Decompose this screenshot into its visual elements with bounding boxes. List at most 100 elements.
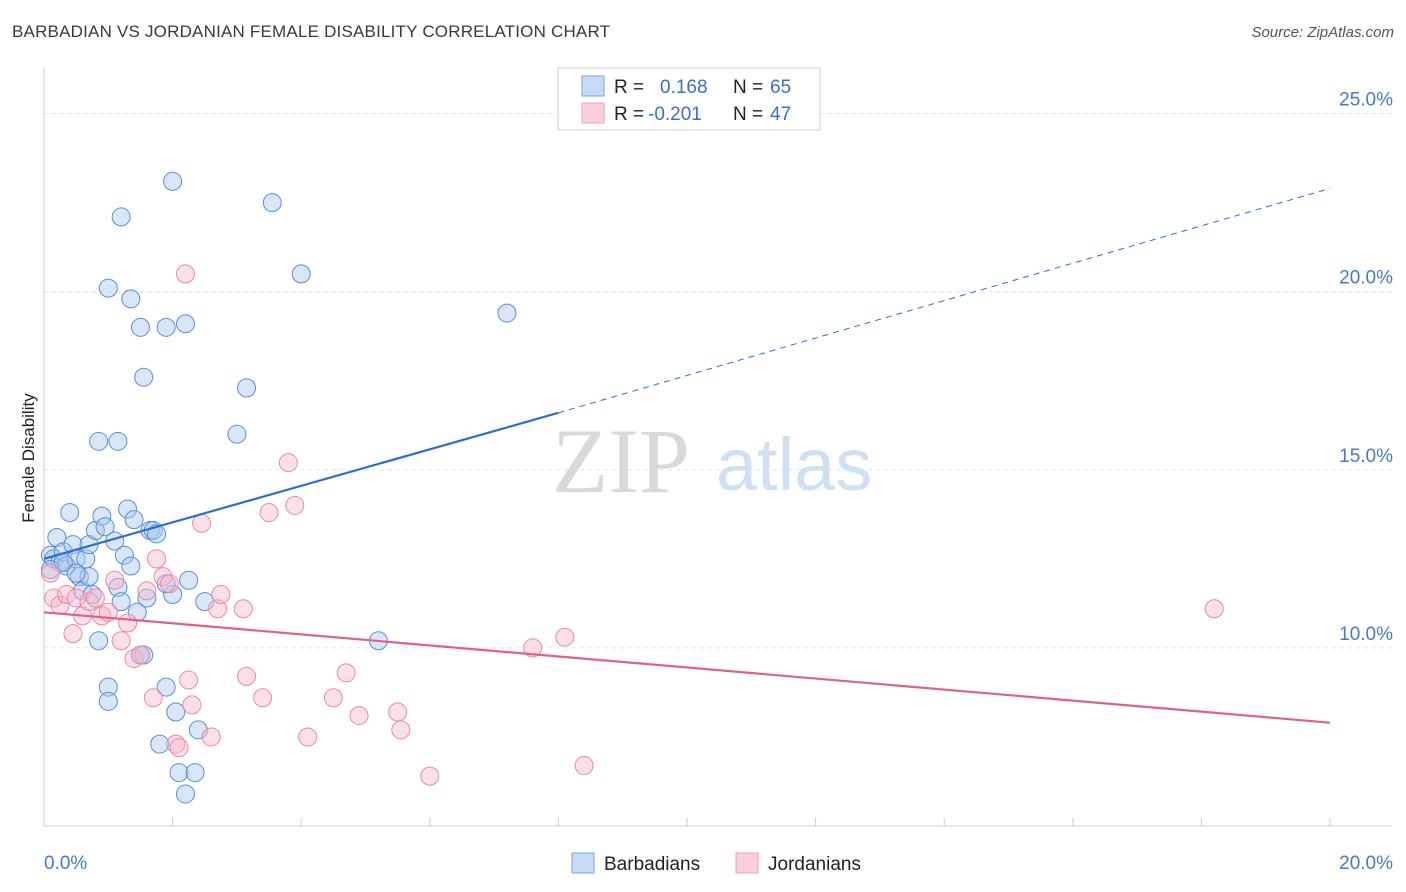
jordanian-point [57, 584, 77, 604]
jordanian-point [169, 738, 189, 758]
jordanian-point [124, 649, 144, 669]
barbadian-point [227, 424, 247, 444]
legend-r-label-1: R = [614, 77, 644, 98]
jordanian-point [253, 688, 273, 708]
watermark: ZIP atlas [552, 410, 872, 512]
jordanian-point [159, 574, 179, 594]
jordanian-point [574, 755, 594, 775]
jordanian-point [285, 495, 305, 515]
jordanian-point [259, 503, 279, 523]
jordanian-point [182, 695, 202, 715]
barbadian-point [262, 193, 282, 213]
barbadian-point [89, 631, 109, 651]
legend-n-label-2: N = [733, 104, 763, 125]
y-axis-label: Female Disability [19, 393, 38, 523]
legend-swatch-barbadians [581, 75, 605, 97]
jordanian-point [105, 570, 125, 590]
barbadian-point [118, 499, 138, 519]
barbadian-point [111, 592, 131, 612]
barbadian-point [150, 734, 170, 754]
barbadian-point [137, 588, 157, 608]
watermark-zip: ZIP [552, 410, 690, 512]
jordanian-point [323, 688, 343, 708]
legend-swatch-jordanians [581, 102, 605, 124]
barbadian-point [60, 503, 80, 523]
barbadian-point [69, 567, 89, 587]
jordanian-point [85, 588, 105, 608]
barbadian-point [134, 367, 154, 387]
jordanian-point [298, 727, 318, 747]
series-legend: Barbadians Jordanians [571, 852, 861, 875]
x-tick-label: 0.0% [44, 853, 87, 874]
barbadian-point [156, 317, 176, 337]
jordanian-point [111, 631, 131, 651]
jordanian-point [175, 264, 195, 284]
data-points [40, 171, 1224, 804]
jordanian-point [179, 670, 199, 690]
barbadian-point [66, 563, 86, 583]
jordanian-trend-line [43, 611, 1331, 724]
barbadian-point [166, 702, 186, 722]
barbadian-point [47, 527, 67, 547]
jordanian-point [147, 549, 167, 569]
jordanian-point [211, 584, 231, 604]
chart-title: BARBADIAN VS JORDANIAN FEMALE DISABILITY… [12, 22, 611, 41]
barbadian-point [114, 545, 134, 565]
watermark-atlas: atlas [716, 423, 872, 506]
jordanian-point [391, 720, 411, 740]
barbadian-point [121, 289, 141, 309]
jordanian-point [1204, 599, 1224, 619]
jordanian-point [143, 688, 163, 708]
barbadian-point [124, 510, 144, 530]
barbadian-point [185, 763, 205, 783]
barbadian-point [98, 677, 118, 697]
stats-legend: R = 0.168 N = 65 R = -0.201 N = 47 [557, 67, 821, 131]
barbadian-point [95, 517, 115, 537]
barbadian-point [85, 520, 105, 540]
jordanian-point [208, 599, 228, 619]
jordanian-point [349, 706, 369, 726]
legend-n-value-2: 47 [770, 104, 791, 125]
bottom-legend-barbadians: Barbadians [604, 854, 700, 875]
jordanian-point [388, 702, 408, 722]
barbadian-point [89, 431, 109, 451]
jordanian-point [278, 453, 298, 473]
barbadian-point [57, 556, 77, 576]
legend-r-label-2: R = [614, 104, 644, 125]
trend-lines [43, 187, 1331, 724]
y-tick-label: 10.0% [1339, 624, 1393, 645]
jordanian-point [66, 588, 86, 608]
barbadian-point [111, 207, 131, 227]
barbadian-trend-extension [558, 187, 1331, 414]
legend-r-value-1: 0.168 [660, 77, 708, 98]
barbadian-point [147, 524, 167, 544]
y-tick-label: 25.0% [1339, 90, 1393, 111]
barbadian-point [79, 567, 99, 587]
barbadian-point [156, 677, 176, 697]
barbadian-trend-line [43, 411, 559, 560]
jordanian-point [233, 599, 253, 619]
jordanian-point [153, 567, 173, 587]
barbadian-point [175, 314, 195, 334]
barbadian-point [169, 763, 189, 783]
axes [43, 68, 1392, 827]
barbadian-point [130, 317, 150, 337]
barbadian-point [175, 784, 195, 804]
barbadian-point [179, 570, 199, 590]
source-label: Source: ZipAtlas.com [1251, 24, 1394, 41]
jordanian-point [420, 766, 440, 786]
bottom-legend-jordanians: Jordanians [768, 854, 861, 875]
jordanian-point [44, 588, 64, 608]
barbadian-point [98, 691, 118, 711]
legend-n-label-1: N = [733, 77, 763, 98]
bottom-swatch-barbadians [571, 852, 595, 874]
jordanian-point [237, 666, 257, 686]
jordanian-point [201, 727, 221, 747]
y-tick-label: 20.0% [1339, 268, 1393, 289]
gridlines [44, 113, 1392, 649]
tick-labels: 10.0% 15.0% 20.0% 25.0% 0.0% 20.0% [44, 90, 1393, 874]
jordanian-point [137, 581, 157, 601]
jordanian-point [336, 663, 356, 683]
bottom-swatch-jordanians [735, 852, 759, 874]
